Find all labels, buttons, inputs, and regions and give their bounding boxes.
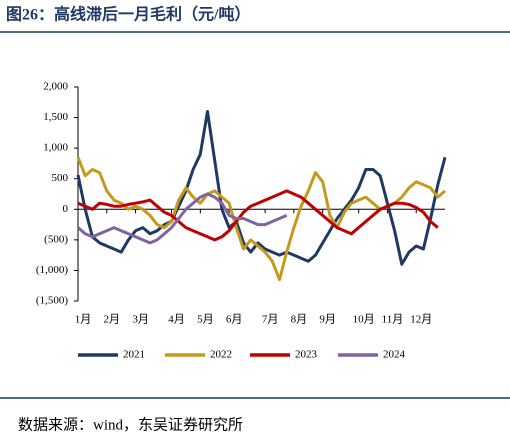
x-tick-label: 1月 xyxy=(75,314,92,326)
chart-title: 图26：高线滞后一月毛利（元/吨） xyxy=(6,5,250,24)
x-tick-label: 6月 xyxy=(226,314,243,326)
y-tick-label: 1,000 xyxy=(43,142,68,154)
series-line xyxy=(77,192,288,245)
y-tick-label: 1,500 xyxy=(43,111,68,123)
series-line xyxy=(77,189,439,242)
legend-label: 2022 xyxy=(210,349,232,361)
y-tick-label: 500 xyxy=(52,172,69,184)
x-tick-label: 7月 xyxy=(262,314,279,326)
source: 数据来源：wind，东吴证券研究所 xyxy=(18,416,243,433)
y-tick-label: 2,000 xyxy=(43,81,68,93)
y-tick-label: 0 xyxy=(63,203,69,215)
x-tick-label: 4月 xyxy=(168,314,185,326)
series-line xyxy=(76,110,447,266)
x-tick-label: 10月 xyxy=(353,314,375,326)
legend-label: 2024 xyxy=(383,349,406,361)
x-tick-label: 3月 xyxy=(132,314,149,326)
x-tick-label: 2月 xyxy=(104,314,121,326)
x-tick-label: 5月 xyxy=(197,314,214,326)
y-tick-label: (1,500) xyxy=(36,295,68,307)
x-tick-label: 9月 xyxy=(319,314,336,326)
legend-label: 2021 xyxy=(123,349,145,361)
x-tick-label: 11月 xyxy=(382,314,404,326)
x-tick-label: 8月 xyxy=(291,314,308,326)
y-tick-label: (1,000) xyxy=(36,264,68,276)
legend-label: 2023 xyxy=(295,349,318,361)
x-tick-label: 12月 xyxy=(410,314,432,326)
y-tick-label: (500) xyxy=(44,233,68,245)
